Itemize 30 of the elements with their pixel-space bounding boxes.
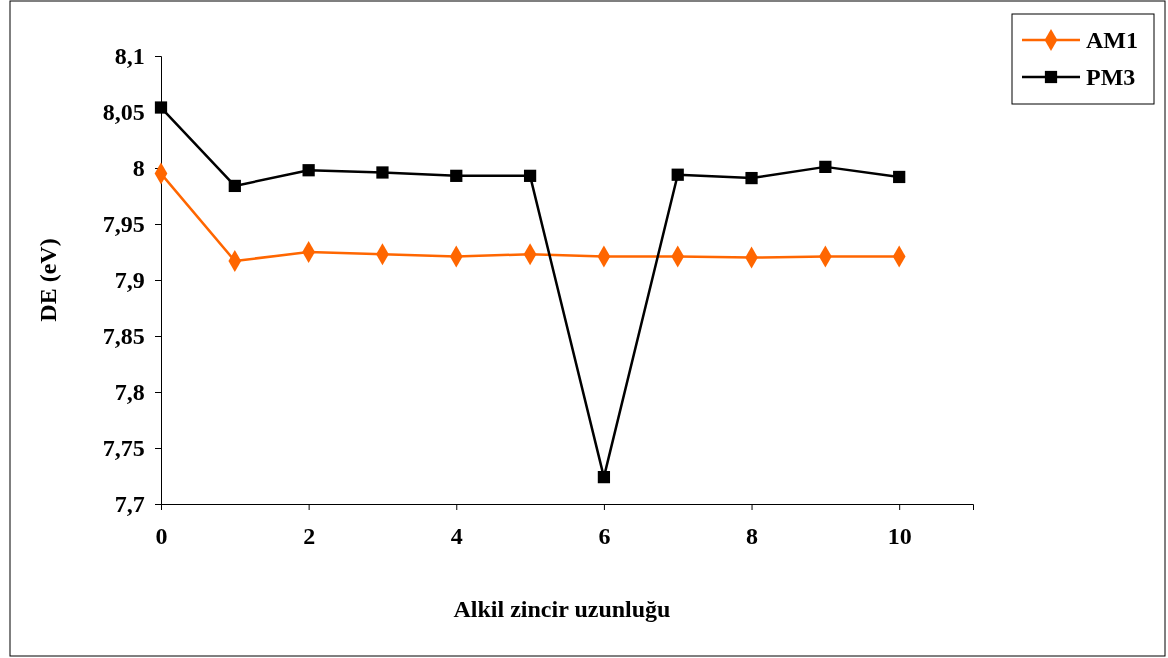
legend-label: PM3	[1086, 64, 1136, 90]
point	[523, 169, 537, 182]
y-axis-title: DE (eV)	[35, 238, 61, 322]
y-tick-label: 8	[132, 155, 145, 182]
x-tick-label: 10	[887, 523, 912, 550]
point	[671, 168, 684, 181]
point	[450, 169, 463, 182]
x-tick-label: 2	[303, 523, 316, 550]
x-tick-label: 8	[746, 523, 759, 550]
point	[376, 166, 389, 179]
point	[228, 179, 241, 193]
y-tick-label: 7,8	[114, 379, 145, 406]
point	[745, 171, 758, 185]
x-axis-title: Alkil zincir uzunluğu	[453, 596, 671, 622]
x-tick-label: 6	[598, 523, 611, 550]
y-tick-label: 8,05	[102, 99, 145, 126]
point	[302, 164, 315, 177]
y-tick-label: 7,85	[102, 323, 145, 350]
y-tick-label: 7,9	[114, 267, 145, 294]
x-tick-label: 0	[155, 523, 168, 550]
y-tick-label: 7,7	[114, 491, 145, 518]
y-tick-label: 7,95	[102, 211, 145, 238]
x-tick-label: 4	[450, 523, 463, 550]
y-tick-label: 7,75	[102, 435, 145, 462]
point	[819, 160, 832, 173]
y-tick-label: 8,1	[114, 43, 145, 70]
point	[154, 101, 168, 114]
point	[893, 170, 906, 184]
legend-label: AM1	[1086, 27, 1138, 53]
point	[597, 471, 611, 484]
